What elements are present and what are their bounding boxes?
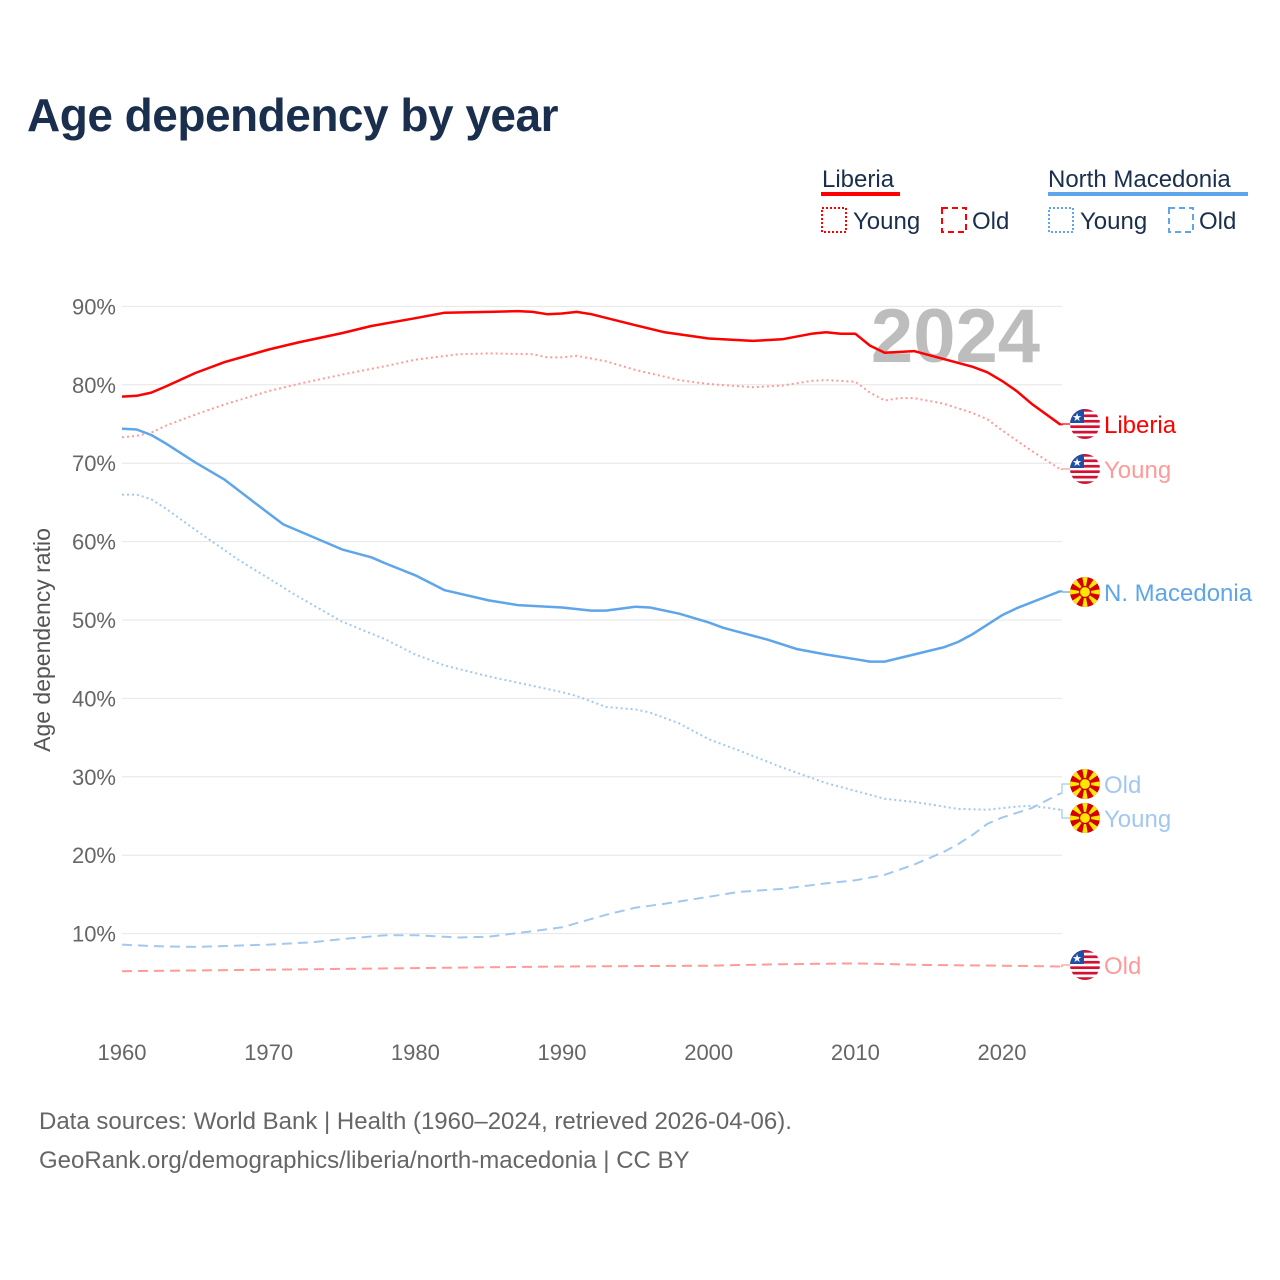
end-label: Liberia [1104,412,1177,439]
series-line-liberia-young[interactable] [121,352,1062,471]
y-tick-label: 90% [72,294,116,319]
x-tick-label: 1980 [391,1040,440,1065]
end-label: Old [1104,953,1141,980]
legend-liberia-old-swatch [941,207,967,233]
footer-sources: Data sources: World Bank | Health (1960–… [39,1108,792,1135]
liberia-flag-icon: ★ [1070,454,1100,484]
macedonia-flag-icon [1070,577,1100,607]
macedonia-flag-icon [1070,803,1100,833]
series-line-north-macedonia[interactable] [121,427,1062,663]
legend-group-north-macedonia[interactable]: North Macedonia [1048,166,1231,193]
label-connector [1060,783,1072,794]
label-connector [1060,423,1072,426]
label-connector [1060,809,1072,819]
year-watermark: 2024 [871,294,1040,379]
series-line-liberia[interactable] [121,309,1062,426]
legend-liberia-young[interactable]: Young [853,208,920,235]
x-tick-label: 2010 [831,1040,880,1065]
legend-macedonia-young-swatch [1048,207,1074,233]
series-line-north-macedonia-young[interactable] [122,493,1061,811]
x-tick-label: 2000 [684,1040,733,1065]
footer-link[interactable]: GeoRank.org/demographics/liberia/north-m… [39,1147,690,1174]
svg-text:★: ★ [1072,412,1082,424]
legend-liberia-old[interactable]: Old [972,208,1009,235]
series-line-north-macedonia-old[interactable] [121,792,1062,948]
legend-macedonia-old-swatch [1168,207,1194,233]
y-tick-label: 30% [72,765,116,790]
end-label: Old [1104,772,1141,799]
y-tick-label: 60% [72,530,116,555]
x-tick-label: 1970 [244,1040,293,1065]
legend: Liberia Young Old North Macedonia Young … [821,166,1248,235]
legend-liberia-swatch [821,192,900,196]
x-tick-label: 1960 [98,1040,147,1065]
macedonia-flag-icon [1070,769,1100,799]
end-label: N. Macedonia [1104,580,1253,607]
plot-area: 10% 20% 30% 40% 50% 60% 70% 80% 90% 1960 1970 1980 1… [29,294,1253,1065]
y-tick-label: 40% [72,686,116,711]
label-connector [1060,590,1072,593]
y-tick-label: 80% [72,373,116,398]
legend-liberia-young-swatch [821,207,847,233]
end-label: Young [1104,457,1171,484]
y-tick-label: 20% [72,843,116,868]
legend-group-liberia[interactable]: Liberia [822,166,895,193]
x-tick-label: 2020 [978,1040,1027,1065]
liberia-flag-icon: ★ [1070,950,1100,980]
x-tick-label: 1990 [538,1040,587,1065]
y-axis-label: Age dependency ratio [29,528,55,752]
y-tick-label: 70% [72,451,116,476]
label-connector [1060,964,1072,968]
legend-macedonia-old[interactable]: Old [1199,208,1236,235]
legend-macedonia-swatch [1048,192,1248,196]
svg-text:★: ★ [1072,457,1082,469]
legend-macedonia-young[interactable]: Young [1080,208,1147,235]
series-line-liberia-old[interactable] [121,962,1061,973]
end-label: Young [1104,806,1171,833]
y-tick-label: 50% [72,608,116,633]
svg-text:★: ★ [1072,953,1082,965]
y-tick-label: 10% [72,922,116,947]
liberia-flag-icon: ★ [1070,409,1100,439]
chart-title: Age dependency by year [27,89,558,141]
